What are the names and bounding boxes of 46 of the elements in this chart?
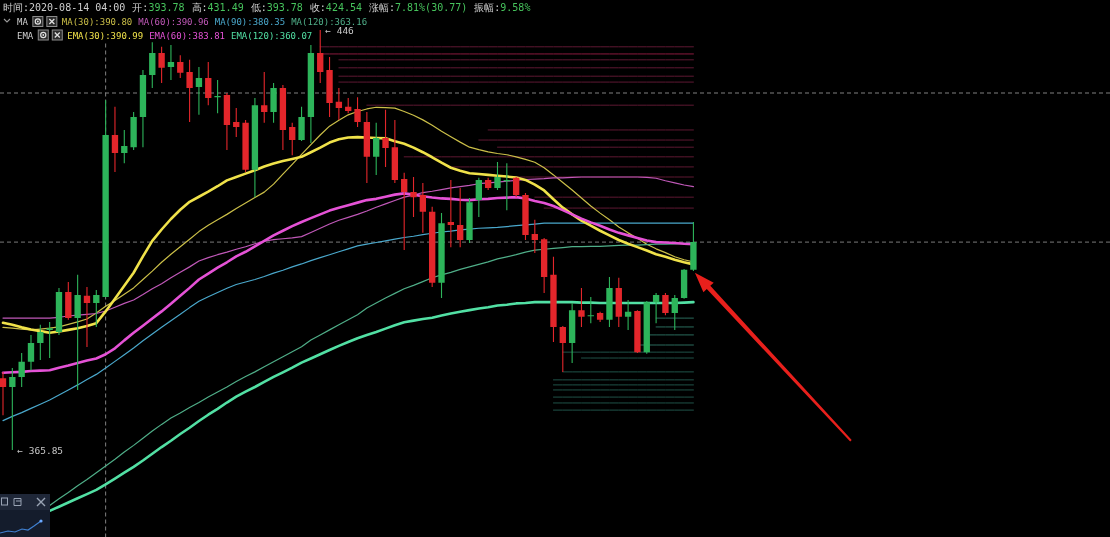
candlestick — [298, 106, 305, 141]
candlestick — [690, 221, 697, 272]
text: MA — [17, 17, 29, 27]
candlestick — [46, 321, 53, 359]
candlestick — [326, 56, 333, 117]
candlestick — [466, 198, 473, 243]
candlestick — [139, 69, 147, 148]
candlestick — [18, 352, 25, 387]
candlestick — [130, 111, 137, 151]
candlestick — [354, 97, 361, 128]
candlestick — [606, 276, 613, 327]
candlestick — [550, 256, 557, 343]
candlestick — [158, 46, 165, 83]
candlestick — [74, 274, 81, 390]
annotation: ← 365.85 — [17, 444, 64, 456]
candlestick — [186, 59, 193, 122]
candlestick — [634, 310, 641, 353]
text: MA(120):363.16 — [291, 17, 368, 27]
text: 时间:2020-08-14 04:00 — [3, 2, 126, 13]
candlestick — [522, 192, 529, 240]
text: EMA(60):383.81 — [149, 30, 225, 41]
candlestick — [242, 119, 249, 172]
candlestick — [83, 287, 91, 348]
text: EMA(120):360.07 — [230, 30, 313, 41]
candlestick — [494, 161, 501, 191]
annotation: EMA — [17, 30, 34, 41]
text: MA(60):390.96 — [138, 17, 209, 27]
text: 涨幅:7.81%(30.77) — [368, 2, 468, 13]
text: 收:424.54 — [309, 2, 362, 13]
candlestick — [27, 334, 35, 371]
text: 高:431.49 — [191, 2, 244, 13]
candlestick — [0, 371, 7, 416]
text: 开:393.78 — [132, 2, 185, 13]
candlestick — [578, 287, 585, 327]
candlestick — [662, 292, 669, 316]
text: 振幅:9.58% — [474, 2, 531, 13]
candlestick — [9, 368, 16, 450]
candlestick — [270, 82, 277, 123]
candlestick — [410, 177, 417, 217]
text: MA(90):380.35 — [214, 17, 286, 27]
candlestick — [111, 106, 119, 172]
text: EMA(30):390.99 — [67, 30, 144, 41]
candlestick — [438, 213, 445, 298]
text: 低:393.78 — [250, 2, 303, 13]
text: MA(30):390.80 — [61, 17, 133, 27]
candlestick — [382, 109, 389, 167]
